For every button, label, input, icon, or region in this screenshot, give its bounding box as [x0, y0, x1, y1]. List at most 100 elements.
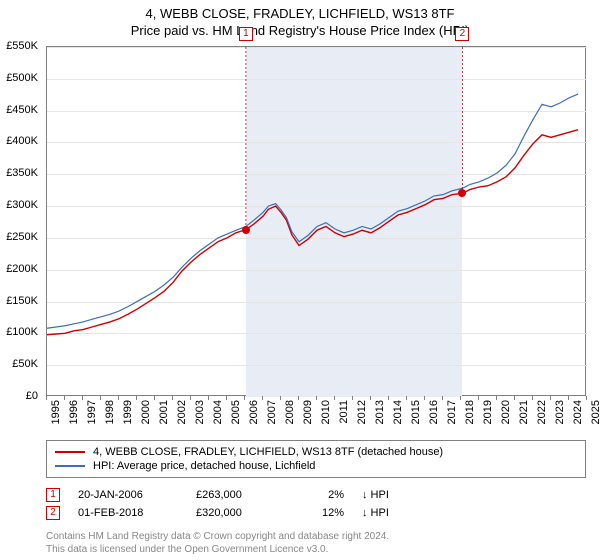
transaction-pct: 2%: [294, 489, 344, 501]
x-axis-label: 2022: [536, 400, 548, 424]
x-tick: [460, 396, 461, 400]
y-axis-label: £400K: [6, 135, 38, 147]
x-axis-label: 2023: [554, 400, 566, 424]
x-tick: [352, 396, 353, 400]
transaction-date: 20-JAN-2006: [78, 489, 178, 501]
x-axis-label: 2013: [374, 400, 386, 424]
chart-titles: 4, WEBB CLOSE, FRADLEY, LICHFIELD, WS13 …: [0, 0, 600, 38]
chart-title-address: 4, WEBB CLOSE, FRADLEY, LICHFIELD, WS13 …: [0, 6, 600, 21]
x-axis-label: 2006: [248, 400, 260, 424]
x-axis-label: 2001: [158, 400, 170, 424]
x-tick: [424, 396, 425, 400]
legend-swatch: [55, 451, 85, 453]
y-axis-label: £450K: [6, 104, 38, 116]
y-axis-label: £250K: [6, 231, 38, 243]
transactions-table: 120-JAN-2006£263,0002%↓ HPI201-FEB-2018£…: [46, 486, 586, 522]
x-axis-label: 2024: [572, 400, 584, 424]
legend-label: HPI: Average price, detached house, Lich…: [93, 460, 315, 472]
x-tick: [586, 396, 587, 400]
x-tick: [478, 396, 479, 400]
y-axis-label: £500K: [6, 72, 38, 84]
legend-swatch: [55, 465, 85, 467]
x-tick: [172, 396, 173, 400]
y-axis-label: £150K: [6, 295, 38, 307]
x-tick: [190, 396, 191, 400]
x-tick: [46, 396, 47, 400]
series-line-property: [47, 130, 578, 335]
x-tick: [568, 396, 569, 400]
x-axis-label: 2012: [356, 400, 368, 424]
y-axis-label: £50K: [12, 358, 38, 370]
chart-title-subtitle: Price paid vs. HM Land Registry's House …: [0, 23, 600, 38]
marker-dot: [242, 226, 250, 234]
x-axis-label: 2025: [590, 400, 600, 424]
x-tick: [136, 396, 137, 400]
transaction-marker-icon: 1: [46, 488, 60, 502]
legend-item: 4, WEBB CLOSE, FRADLEY, LICHFIELD, WS13 …: [55, 445, 577, 459]
x-axis-label: 2017: [446, 400, 458, 424]
x-axis-label: 2021: [518, 400, 530, 424]
x-tick: [550, 396, 551, 400]
series-line-hpi: [47, 94, 578, 328]
x-tick: [388, 396, 389, 400]
chart-plot-area: 12 £0£50K£100K£150K£200K£250K£300K£350K£…: [46, 46, 586, 396]
x-tick: [154, 396, 155, 400]
x-tick: [496, 396, 497, 400]
x-tick: [244, 396, 245, 400]
x-axis-label: 2000: [140, 400, 152, 424]
x-tick: [226, 396, 227, 400]
marker-box: 1: [239, 27, 253, 41]
x-tick: [334, 396, 335, 400]
x-axis-label: 1999: [122, 400, 134, 424]
x-axis-label: 1995: [50, 400, 62, 424]
x-axis-label: 2020: [500, 400, 512, 424]
y-axis-label: £200K: [6, 263, 38, 275]
chart-container: 4, WEBB CLOSE, FRADLEY, LICHFIELD, WS13 …: [0, 0, 600, 560]
x-tick: [406, 396, 407, 400]
x-tick: [280, 396, 281, 400]
x-tick: [532, 396, 533, 400]
x-axis-label: 2005: [230, 400, 242, 424]
chart-lines-svg: [47, 47, 587, 397]
chart-footer: Contains HM Land Registry data © Crown c…: [46, 530, 586, 556]
x-tick: [64, 396, 65, 400]
x-tick: [514, 396, 515, 400]
x-tick: [316, 396, 317, 400]
x-axis-label: 2016: [428, 400, 440, 424]
x-axis-label: 2010: [320, 400, 332, 424]
transaction-pct: 12%: [294, 507, 344, 519]
footer-line2: This data is licensed under the Open Gov…: [46, 543, 586, 556]
legend-label: 4, WEBB CLOSE, FRADLEY, LICHFIELD, WS13 …: [93, 446, 443, 458]
marker-dot: [458, 189, 466, 197]
transaction-price: £320,000: [196, 507, 276, 519]
x-axis-label: 1996: [68, 400, 80, 424]
marker-box: 2: [455, 27, 469, 41]
x-tick: [298, 396, 299, 400]
x-axis-label: 2009: [302, 400, 314, 424]
chart-legend-box: 4, WEBB CLOSE, FRADLEY, LICHFIELD, WS13 …: [46, 440, 586, 478]
x-axis-label: 2004: [212, 400, 224, 424]
x-axis-label: 2015: [410, 400, 422, 424]
x-tick: [370, 396, 371, 400]
footer-line1: Contains HM Land Registry data © Crown c…: [46, 530, 586, 543]
legend-item: HPI: Average price, detached house, Lich…: [55, 459, 577, 473]
x-tick: [118, 396, 119, 400]
y-axis-label: £0: [26, 390, 38, 402]
x-axis-label: 2003: [194, 400, 206, 424]
x-axis-label: 2007: [266, 400, 278, 424]
x-axis-label: 2019: [482, 400, 494, 424]
x-tick: [208, 396, 209, 400]
transaction-direction: ↓ HPI: [362, 489, 412, 501]
transaction-direction: ↓ HPI: [362, 507, 412, 519]
transaction-row: 201-FEB-2018£320,00012%↓ HPI: [46, 504, 586, 522]
x-axis-label: 2008: [284, 400, 296, 424]
x-axis-label: 2018: [464, 400, 476, 424]
chart-legend-area: 4, WEBB CLOSE, FRADLEY, LICHFIELD, WS13 …: [46, 440, 586, 556]
transaction-price: £263,000: [196, 489, 276, 501]
y-axis-label: £550K: [6, 40, 38, 52]
x-tick: [442, 396, 443, 400]
x-tick: [82, 396, 83, 400]
transaction-row: 1 20-JAN-2006 £263,000 2% ↓ HPI: [46, 486, 586, 504]
x-axis-label: 2002: [176, 400, 188, 424]
chart-plot: 12: [46, 46, 586, 396]
